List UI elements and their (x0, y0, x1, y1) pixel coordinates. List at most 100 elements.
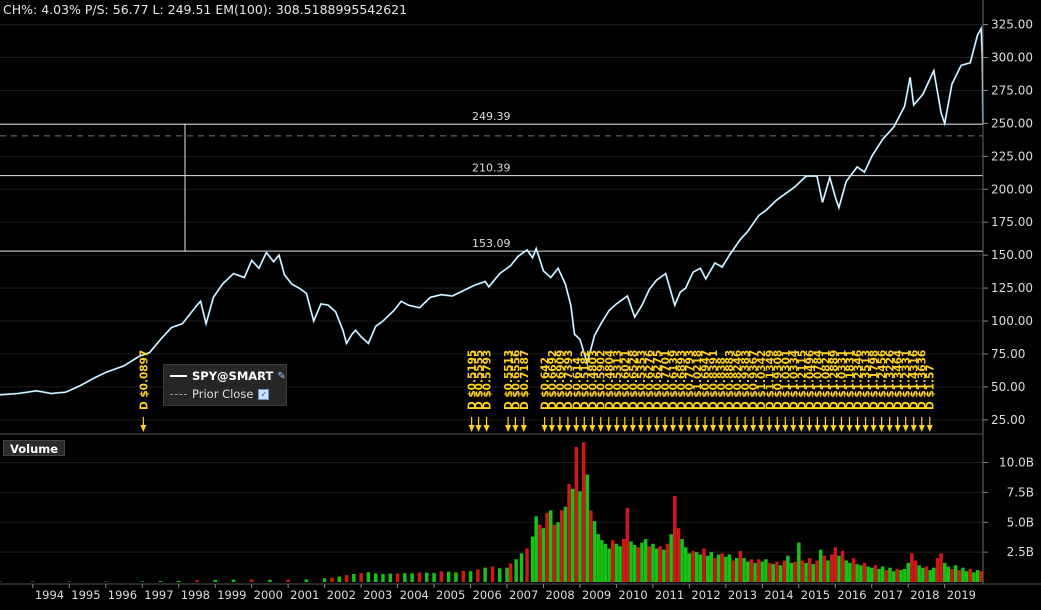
dividend-label: D $1.0334 (788, 350, 800, 410)
dividend-arrow-icon (483, 425, 490, 432)
dividend-label: D $0.7793 (684, 350, 696, 410)
volume-bar (596, 534, 600, 582)
volume-bar (622, 539, 626, 582)
volume-bar (756, 559, 761, 582)
volume-bar (611, 540, 615, 582)
volume-bar (811, 564, 816, 582)
volume-bar (625, 507, 630, 582)
price-line (0, 26, 984, 396)
volume-bar (403, 573, 407, 582)
volume-bar (684, 547, 688, 582)
dividend-arrow-icon (894, 425, 901, 432)
dividend-arrow-icon (548, 425, 555, 432)
dashed-line-swatch (170, 393, 187, 395)
edit-icon[interactable]: ✎ (277, 370, 286, 382)
dividend-label: D $0.6556 (510, 350, 522, 410)
time-tick-label: 2000 (254, 588, 283, 602)
dividend-label: D $1.2331 (901, 350, 913, 410)
dividend-arrow-icon (597, 425, 604, 432)
volume-bar (826, 560, 830, 582)
volume-bar (829, 554, 834, 582)
legend-prior-close-row[interactable]: Prior Close ✓ (170, 386, 270, 402)
dividend-arrow-icon (790, 425, 797, 432)
dividend-label: D $1.4316 (909, 350, 921, 410)
dividend-label: D $0.9367 (748, 350, 760, 410)
volume-bar (786, 555, 790, 582)
price-tick-label: 275.00 (991, 83, 1033, 97)
dividend-arrow-icon (822, 425, 829, 432)
dividend-label: D $1.1798 (869, 350, 881, 410)
time-tick-label: 2001 (290, 588, 319, 602)
volume-bar (702, 548, 706, 582)
dividend-arrow-icon (694, 425, 701, 432)
dividend-label: D $0.5313 (612, 350, 624, 410)
volume-bar (709, 552, 713, 582)
volume-bar (366, 572, 371, 582)
volume-tick-label: 5.0B (1007, 515, 1034, 529)
volume-bar (534, 516, 538, 582)
volume-bar (552, 524, 557, 582)
volume-bar (654, 548, 659, 582)
dividend-arrow-icon (878, 425, 885, 432)
price-tick-label: 50.00 (991, 380, 1025, 394)
volume-bar (716, 554, 721, 582)
volume-bar (837, 555, 841, 582)
dividend-arrow-icon (556, 425, 563, 432)
dividend-label: D $1.2889 (828, 350, 840, 410)
volume-bar (574, 447, 579, 582)
dividend-label: D $0.7187 (519, 350, 531, 410)
time-tick-label: 1994 (35, 588, 64, 602)
volume-bar (899, 570, 903, 582)
prior-close-checkbox[interactable]: ✓ (258, 388, 270, 400)
dividend-label: D $1.0342 (756, 350, 768, 410)
volume-bar (975, 570, 980, 582)
volume-bar (848, 562, 852, 582)
dividend-arrow-icon (702, 425, 709, 432)
volume-bar (808, 558, 812, 582)
volume-bar (833, 547, 837, 582)
dividend-arrow-icon (581, 425, 588, 432)
dividend-arrow-icon (718, 425, 725, 432)
volume-bar (454, 572, 458, 582)
price-tick-label: 325.00 (991, 18, 1033, 32)
volume-bar (140, 581, 144, 582)
volume-bar (556, 522, 560, 582)
price-tick-label: 225.00 (991, 149, 1033, 163)
volume-bar (895, 568, 899, 582)
legend-series-row[interactable]: SPY@SMART ✎ (170, 368, 286, 384)
volume-bar (815, 560, 819, 582)
dividend-arrow-icon (629, 425, 636, 432)
price-tick-label: 125.00 (991, 281, 1033, 295)
legend-prior-close-label: Prior Close (192, 387, 254, 401)
volume-bar (968, 568, 972, 582)
dividend-arrow-icon (613, 425, 620, 432)
dividend-arrow-icon (520, 425, 527, 432)
dividend-arrow-icon (926, 425, 933, 432)
volume-bar (979, 571, 983, 582)
dividend-label: D $1.0301 (780, 350, 792, 410)
reference-lines: 249.39 210.39 153.09 (0, 110, 983, 252)
chart-header-readout: CH%: 4.03% P/S: 56.77 L: 249.51 EM(100):… (3, 2, 408, 17)
time-tick-label: 2018 (910, 588, 939, 602)
chart-legend[interactable]: SPY@SMART ✎ Prior Close ✓ (163, 364, 287, 406)
volume-bar (514, 559, 518, 582)
volume-bar (669, 534, 673, 582)
dividend-arrow-icon (902, 425, 909, 432)
dividend-arrow-icon (782, 425, 789, 432)
volume-bar (691, 550, 695, 582)
volume-bar (213, 579, 217, 582)
volume-bar (687, 553, 692, 582)
volume-bar (924, 566, 929, 582)
dividend-label: D $0.0897 (138, 350, 150, 410)
dividend-arrow-icon (573, 425, 580, 432)
price-tick-label: 75.00 (991, 347, 1025, 361)
dividend-label: D $0.8246 (732, 350, 744, 410)
volume-panel-tab[interactable]: Volume (3, 440, 65, 456)
dividend-arrow-icon (830, 425, 837, 432)
volume-bars (0, 442, 983, 582)
dividend-label: D $1.2346 (853, 350, 865, 410)
volume-bar (932, 567, 936, 582)
dividend-arrow-icon (750, 425, 757, 432)
